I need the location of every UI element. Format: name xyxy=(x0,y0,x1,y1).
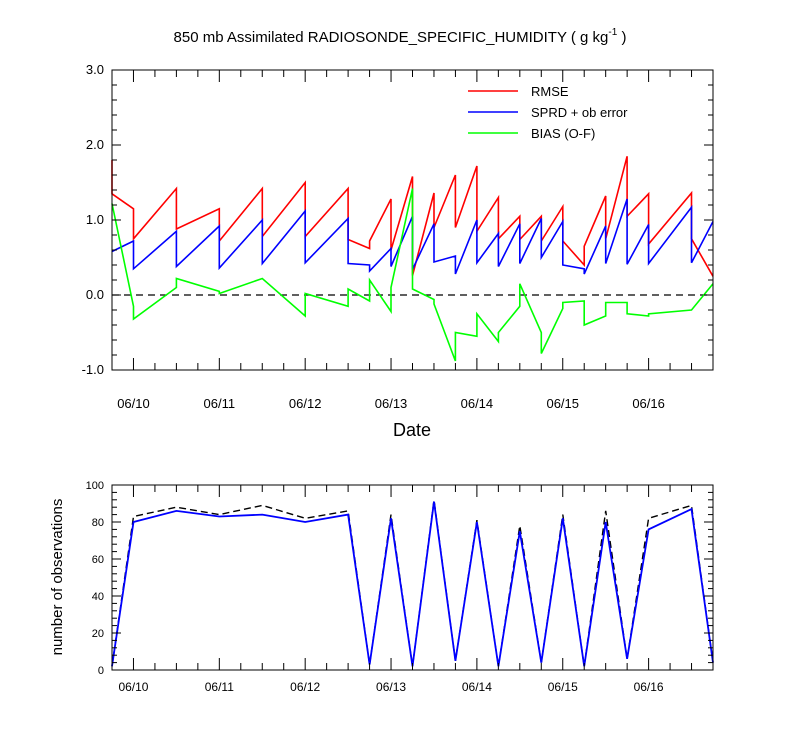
bottom-xtick-label: 06/14 xyxy=(462,680,492,694)
bottom-ytick-label: 80 xyxy=(92,517,104,529)
top-ytick-label: 1.0 xyxy=(86,212,104,227)
bottom-y-axis-label: number of observations xyxy=(49,499,66,656)
legend-label-0: RMSE xyxy=(531,84,569,99)
bottom-xtick-label: 06/12 xyxy=(290,680,320,694)
bottom-xtick-label: 06/15 xyxy=(548,680,578,694)
bottom-series-possible xyxy=(111,499,714,667)
top-xtick-label: 06/14 xyxy=(461,396,494,411)
bottom-ytick-label: 40 xyxy=(92,591,104,603)
bottom-ytick-label: 20 xyxy=(92,628,104,640)
bottom-xtick-label: 06/13 xyxy=(376,680,406,694)
top-series-bias-o-f xyxy=(111,188,714,362)
top-legend: RMSE SPRD + ob error BIAS (O-F) xyxy=(468,84,628,141)
top-axis-ticks: 3.0 2.0 1.0 0.0 -1.0 06/10 06/11 06/12 06/13 06/1… xyxy=(82,62,714,411)
top-series-rmse xyxy=(111,156,714,277)
top-ytick-label: 3.0 xyxy=(86,62,104,77)
rmse-spread-bias-panel: 850 mb Assimilated RADIOSONDE_SPECIFIC_H… xyxy=(82,27,714,440)
observation-count-panel: 100 80 60 40 20 0 06/10 06/11 06/12 06/13 06/14 06/… xyxy=(49,480,714,694)
top-chart-title: 850 mb Assimilated RADIOSONDE_SPECIFIC_H… xyxy=(174,27,627,46)
bottom-ytick-label: 0 xyxy=(98,665,104,677)
top-xtick-label: 06/16 xyxy=(632,396,665,411)
top-xtick-label: 06/10 xyxy=(117,396,150,411)
legend-label-1: SPRD + ob error xyxy=(531,105,628,120)
top-series-lines xyxy=(111,156,714,362)
top-series-sprd-ob-error xyxy=(111,198,714,275)
top-xtick-label: 06/15 xyxy=(546,396,579,411)
bottom-series-used xyxy=(111,501,714,667)
top-ytick-label: 2.0 xyxy=(86,137,104,152)
top-xtick-label: 06/12 xyxy=(289,396,322,411)
bottom-xtick-label: 06/11 xyxy=(205,680,234,694)
top-x-axis-label: Date xyxy=(393,420,431,440)
bottom-xtick-label: 06/16 xyxy=(634,680,664,694)
bottom-ytick-label: 100 xyxy=(86,480,104,492)
bottom-series-lines xyxy=(111,499,714,667)
top-xtick-label: 06/13 xyxy=(375,396,408,411)
bottom-plot-frame xyxy=(111,484,714,671)
legend-label-2: BIAS (O-F) xyxy=(531,126,595,141)
top-ytick-label: -1.0 xyxy=(82,362,104,377)
bottom-xtick-label: 06/10 xyxy=(118,680,148,694)
bottom-axis-ticks: 100 80 60 40 20 0 06/10 06/11 06/12 06/13 06/14 06/… xyxy=(86,480,714,694)
top-ytick-label: 0.0 xyxy=(86,287,104,302)
bottom-ytick-label: 60 xyxy=(92,554,104,566)
top-xtick-label: 06/11 xyxy=(204,396,236,411)
